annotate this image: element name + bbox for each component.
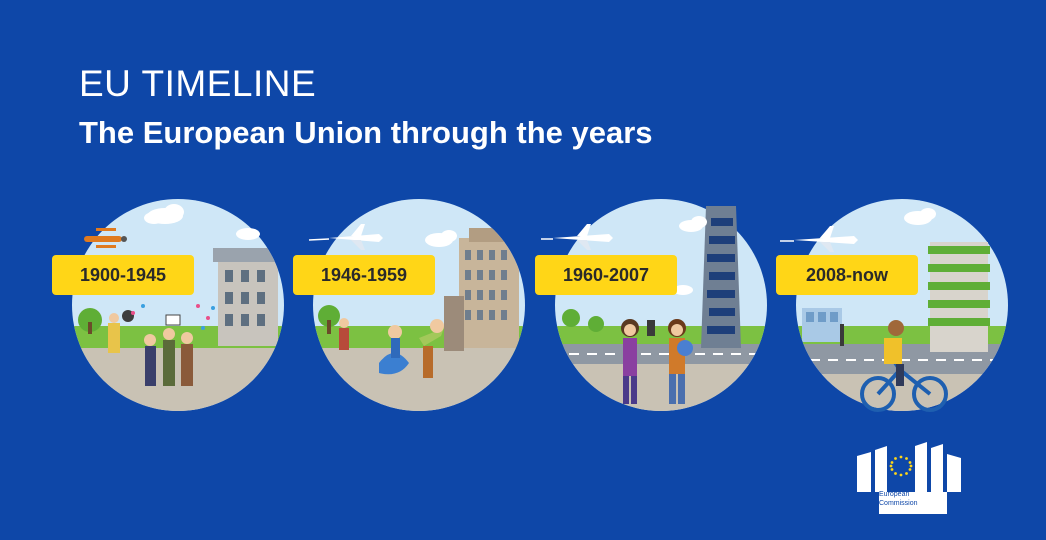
era-card-2008-now[interactable]: 2008-now bbox=[776, 198, 1012, 413]
dancing-couple bbox=[379, 319, 444, 378]
cloud-icon bbox=[673, 216, 707, 295]
airplane-icon bbox=[308, 224, 383, 250]
era-illustration-1960-2007 bbox=[541, 199, 767, 411]
crowd-figures bbox=[108, 313, 193, 386]
era-card-1946-1959[interactable]: 1946-1959 bbox=[293, 198, 529, 413]
era-label: 1900-1945 bbox=[52, 255, 194, 295]
era-illustration-1900-1945 bbox=[72, 199, 284, 411]
hippie-figures bbox=[621, 319, 693, 404]
cloud-icon bbox=[904, 208, 936, 225]
green-tower bbox=[928, 242, 990, 352]
logo-wordmark: European Commission bbox=[879, 490, 918, 508]
era-label: 1946-1959 bbox=[293, 255, 435, 295]
cloud-icon bbox=[425, 230, 457, 247]
era-illustration-2008-now bbox=[780, 199, 1008, 412]
logo-line-1: European bbox=[879, 491, 910, 498]
commission-building-logo-icon bbox=[857, 442, 961, 514]
era-card-1960-2007[interactable]: 1960-2007 bbox=[535, 198, 771, 413]
era-illustration-1946-1959 bbox=[308, 199, 525, 411]
era-card-1900-1945[interactable]: 1900-1945 bbox=[52, 198, 288, 413]
cloud-icon bbox=[144, 204, 260, 240]
title-block: EU TIMELINE The European Union through t… bbox=[79, 62, 653, 152]
european-commission-logo: European Commission bbox=[857, 434, 967, 516]
airplane-icon bbox=[541, 224, 613, 250]
logo-line-2: Commission bbox=[879, 500, 918, 507]
page-supertitle: EU TIMELINE bbox=[79, 63, 317, 104]
biplane-icon bbox=[84, 228, 127, 248]
page-title: The European Union through the years bbox=[79, 115, 653, 150]
era-label: 2008-now bbox=[776, 255, 918, 295]
cyclist bbox=[860, 320, 948, 412]
airplane-icon bbox=[780, 226, 858, 252]
skyscraper-tower bbox=[701, 206, 741, 348]
era-label: 1960-2007 bbox=[535, 255, 677, 295]
